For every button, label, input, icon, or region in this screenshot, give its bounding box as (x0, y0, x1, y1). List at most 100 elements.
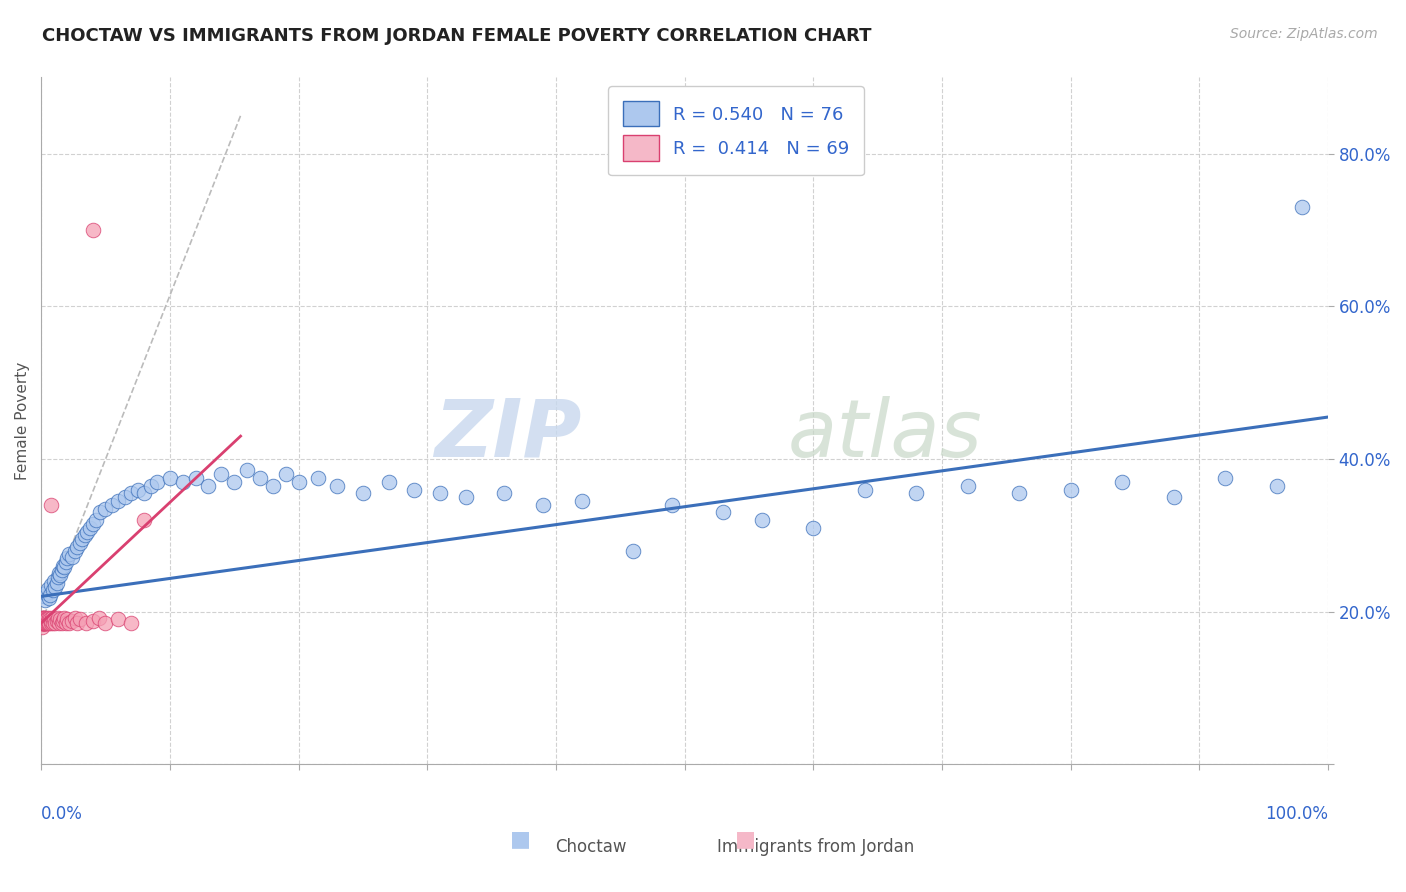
Point (66, 540, 89, 554)
Point (32, 611, 55, 625)
Point (34, 616, 56, 631)
Point (35, 616, 58, 631)
Point (41, 578, 63, 592)
Point (55, 555, 77, 569)
Point (45, 575, 67, 590)
Point (287, 475, 309, 489)
Point (44, 580, 66, 594)
Text: Source: ZipAtlas.com: Source: ZipAtlas.com (1230, 27, 1378, 41)
Point (1213, 471, 1236, 485)
Point (404, 483, 426, 497)
Point (1163, 490, 1185, 504)
Point (661, 498, 683, 512)
Point (63, 611, 86, 625)
Point (31, 616, 53, 631)
Point (75, 616, 97, 631)
Point (42, 612, 65, 626)
Point (139, 479, 162, 493)
Point (34, 593, 56, 607)
Point (35, 614, 58, 628)
Point (87, 611, 110, 625)
Point (31, 612, 53, 626)
Point (37, 612, 59, 626)
Point (39, 588, 62, 602)
Point (89, 505, 111, 519)
Point (326, 479, 349, 493)
Point (82, 516, 104, 531)
Point (41, 616, 63, 631)
Point (236, 463, 259, 477)
Point (58, 616, 80, 631)
Point (49, 568, 72, 582)
Point (101, 498, 124, 512)
Point (38, 611, 60, 625)
Point (184, 471, 207, 485)
Point (32, 611, 55, 625)
Point (262, 479, 284, 493)
Point (209, 467, 232, 482)
Point (31, 620, 53, 634)
Point (58, 548, 80, 562)
Legend: R = 0.540   N = 76, R =  0.414   N = 69: R = 0.540 N = 76, R = 0.414 N = 69 (609, 87, 863, 176)
Point (48, 616, 70, 631)
Point (31, 616, 53, 631)
Point (72, 532, 94, 546)
Point (30, 616, 52, 631)
Point (52, 558, 75, 573)
Point (53, 611, 76, 625)
Point (49, 612, 72, 626)
Point (853, 483, 876, 497)
Point (66, 616, 89, 631)
Point (801, 521, 824, 535)
Point (34, 614, 56, 628)
Point (32, 614, 55, 628)
Point (69, 612, 91, 626)
Point (56, 551, 79, 566)
Text: atlas: atlas (787, 395, 983, 474)
Point (35, 611, 58, 625)
Point (32, 614, 55, 628)
Point (94, 501, 117, 516)
Point (55, 616, 77, 631)
Point (35, 616, 58, 631)
Point (38, 591, 60, 605)
Point (621, 543, 644, 558)
Point (32, 612, 55, 626)
Point (172, 475, 194, 489)
Point (31, 612, 53, 626)
Point (751, 513, 773, 527)
Point (454, 490, 477, 504)
Point (34, 616, 56, 631)
Point (114, 490, 136, 504)
Point (41, 614, 63, 628)
Point (352, 486, 374, 500)
Point (32, 616, 55, 631)
Point (41, 498, 63, 512)
Point (32, 616, 55, 631)
Point (31, 614, 53, 628)
Point (52, 614, 75, 628)
Point (79, 521, 101, 535)
Text: Immigrants from Jordan: Immigrants from Jordan (717, 838, 914, 856)
Point (53, 560, 76, 574)
Point (132, 513, 155, 527)
Point (224, 475, 246, 489)
Point (31, 611, 53, 625)
Point (39, 612, 62, 626)
Point (82, 223, 104, 237)
Point (711, 505, 734, 519)
Point (37, 614, 59, 628)
Point (249, 471, 271, 485)
Point (107, 494, 129, 508)
Point (34, 611, 56, 625)
Point (34, 611, 56, 625)
Text: ■: ■ (510, 830, 530, 849)
Point (94, 616, 117, 631)
Point (56, 612, 79, 626)
Text: 0.0%: 0.0% (41, 805, 83, 823)
Point (46, 611, 69, 625)
Point (31, 616, 53, 631)
Point (32, 616, 55, 631)
Text: 100.0%: 100.0% (1265, 805, 1329, 823)
Text: ■: ■ (735, 830, 755, 849)
